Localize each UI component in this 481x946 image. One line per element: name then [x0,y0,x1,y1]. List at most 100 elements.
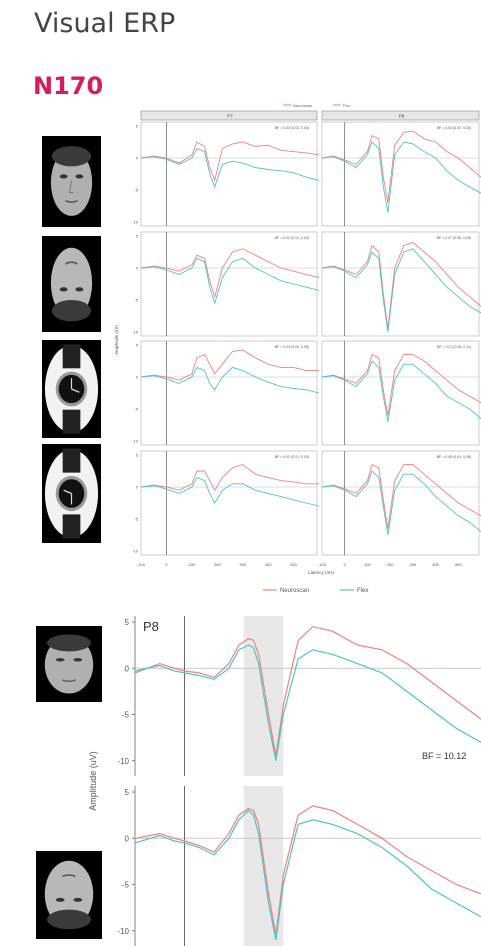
y-tick-label: -10 [132,549,139,554]
y-tick-label: 0 [136,156,139,161]
x-tick-label: 100 [364,562,371,567]
bf-label: BF = 0.03 (0.02, 0.05) [275,345,309,349]
series-line-neuroscan [140,141,320,182]
legend-top-neuroscan-label: Neuroscan [293,103,312,108]
series-line-neuroscan [134,625,481,757]
x-tick-label: 100 [189,562,196,567]
series-line-flex [140,257,320,305]
x-tick-label: 400 [265,562,272,567]
y-tick-label: -5 [134,188,138,193]
series-line-flex [321,470,481,536]
facet-panel: 5 0 -5 -10 BF = 0.02 (0.01, 0.03) [132,450,320,556]
y-tick-label: -10 [132,220,139,225]
facet-panel: BF = 0.03 (0.02, 0.04) [321,121,481,227]
x-tick-label: 200 [387,562,394,567]
bf-label: BF = 0.02 (0.01, 0.03) [275,455,309,459]
x-axis-title: Latency (ms) [308,570,335,575]
facet-panel: BF = 0.07 (0.05, 0.09) [321,231,481,337]
x-tick-label: 300 [410,562,417,567]
upright-face-image [42,136,101,227]
panel-frame [321,121,480,227]
bf-label: BF = 0.07 (0.05, 0.09) [437,236,471,240]
series-line-neuroscan [321,353,481,416]
panel-frame [140,231,318,337]
x-tick-label: 200 [214,562,221,567]
section-title: N170 [33,72,104,100]
bf-annotation: BF = 10.12 [422,751,466,761]
facet-label: P8 [143,619,159,634]
y-tick-label: 0 [136,485,139,490]
y-tick-label: 5 [136,234,139,239]
p8-panel: 5 0 -5 -10 [117,616,481,776]
series-line-flex [134,809,481,941]
panel-frame [140,340,318,446]
legend-flex-label: Flex [357,588,368,594]
y-tick-label: 0 [136,375,139,380]
y-tick-label: -5 [122,881,130,890]
y-axis-title: Amplitude (uV) [88,751,98,811]
facet-panel: BF = 0.05 (0.03, 0.08) [321,450,481,556]
inverted-watch-image [42,444,101,543]
x-tick-label: 500 [455,562,462,567]
panel-frame [321,231,480,337]
facet-strip [321,110,480,121]
y-tick-label: -10 [132,439,139,444]
y-tick-label: 5 [125,788,130,797]
series-line-neuroscan [321,463,481,529]
series-line-flex [321,360,481,422]
facet-panel: 5 0 -5 -10 BF = 0.03 (0.02, 0.04) [132,121,320,227]
legend-neuroscan-label: Neuroscan [280,588,309,594]
x-tick-label: 0 [165,562,168,567]
series-line-neuroscan [140,248,320,299]
facet-strip-label: P7 [227,114,233,119]
y-axis-title: Amplitude (uV) [114,325,119,355]
x-tick-label: 0 [344,562,347,567]
series-line-flex [140,147,320,189]
panel-frame [321,340,480,446]
x-tick-label: 400 [432,562,439,567]
bf-label: BF = 0.07 (0.05, 0.11) [437,345,471,349]
y-tick-label: 5 [136,124,139,129]
series-line-neuroscan [140,464,319,492]
facet-panel: 5 0 -5 -10 BF = 0.03 (0.02, 0.05) [132,340,320,446]
facet-panel: 5 0 -5 -10 BF = 0.02 (0.01, 0.03) [132,231,320,337]
series-line-flex [140,476,320,507]
bf-label: BF = 0.05 (0.03, 0.08) [437,455,471,459]
y-tick-label: 5 [136,453,139,458]
upright-watch-image [42,340,101,438]
y-tick-label: -5 [122,711,130,720]
y-tick-label: -10 [117,757,129,766]
y-tick-label: 5 [125,618,130,627]
series-line-flex [321,141,481,213]
x-tick-label: 500 [290,562,297,567]
x-tick-label: -100 [137,562,146,567]
y-tick-label: -10 [117,927,129,936]
panel-frame [140,450,318,556]
y-tick-label: -10 [132,330,139,335]
series-line-neuroscan [321,241,481,329]
facet-panel: BF = 0.07 (0.05, 0.11) [321,340,481,446]
series-line-flex [321,248,481,333]
legend-top-flex-label: Flex [343,103,351,108]
series-line-flex [134,644,481,761]
x-tick-label: -100 [318,562,327,567]
page-title: Visual ERP [34,8,176,39]
inverted-face-image [42,236,101,332]
y-tick-label: -5 [134,517,138,522]
bf-label: BF = 0.03 (0.02, 0.04) [275,126,309,130]
bf-label: BF = 0.02 (0.01, 0.03) [275,236,309,240]
y-tick-label: 0 [125,834,130,843]
series-line-neuroscan [134,805,481,936]
p8-panel: 5 0 -5 -10 [117,786,481,946]
y-tick-label: 5 [136,343,139,348]
y-tick-label: -5 [134,407,138,412]
bf-label: BF = 0.03 (0.02, 0.04) [437,126,471,130]
upright-face-image-large [36,626,102,702]
panel-frame [140,121,318,227]
series-line-neuroscan [321,130,481,203]
y-tick-label: -5 [134,298,138,303]
y-tick-label: 0 [136,266,139,271]
y-tick-label: 0 [125,664,130,673]
